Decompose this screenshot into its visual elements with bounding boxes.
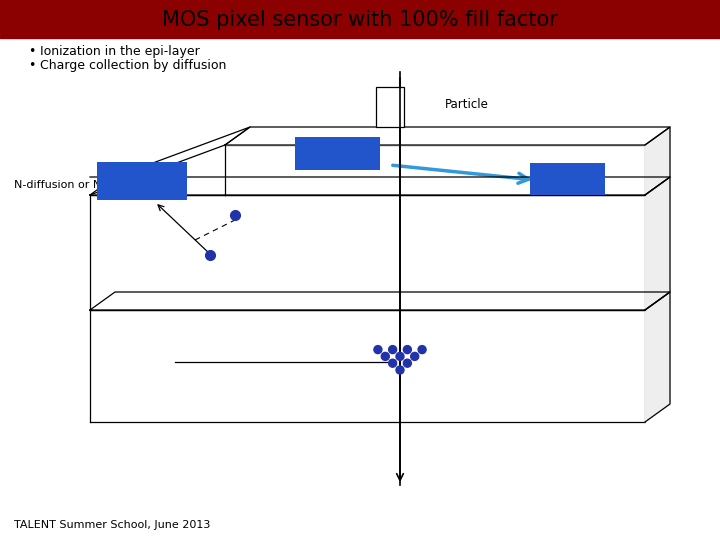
Text: N-diffusion or N-well: N-diffusion or N-well — [14, 180, 127, 190]
Bar — [376, 87, 404, 127]
Bar — [97, 162, 187, 200]
Text: •: • — [28, 45, 35, 58]
Bar — [0, 0, 720, 34]
Circle shape — [396, 366, 404, 374]
Circle shape — [396, 353, 404, 360]
Polygon shape — [645, 127, 670, 195]
Circle shape — [403, 346, 411, 354]
Polygon shape — [90, 177, 670, 195]
Text: •: • — [28, 58, 35, 71]
Circle shape — [374, 346, 382, 354]
Polygon shape — [90, 292, 670, 310]
Circle shape — [418, 346, 426, 354]
Circle shape — [403, 359, 411, 367]
Polygon shape — [645, 177, 670, 310]
Polygon shape — [225, 127, 670, 145]
Polygon shape — [90, 127, 225, 195]
Bar — [0, 35, 720, 38]
Text: Charge collection by diffusion: Charge collection by diffusion — [40, 58, 226, 71]
Circle shape — [410, 353, 419, 360]
Circle shape — [382, 353, 390, 360]
Polygon shape — [645, 292, 670, 422]
Circle shape — [389, 359, 397, 367]
Circle shape — [389, 346, 397, 354]
Text: Ionization in the epi-layer: Ionization in the epi-layer — [40, 45, 199, 58]
Text: MOS pixel sensor with 100% fill factor: MOS pixel sensor with 100% fill factor — [162, 10, 558, 30]
Text: TALENT Summer School, June 2013: TALENT Summer School, June 2013 — [14, 520, 210, 530]
Text: Particle: Particle — [445, 98, 489, 111]
Bar — [295, 137, 380, 170]
Bar — [530, 163, 605, 195]
